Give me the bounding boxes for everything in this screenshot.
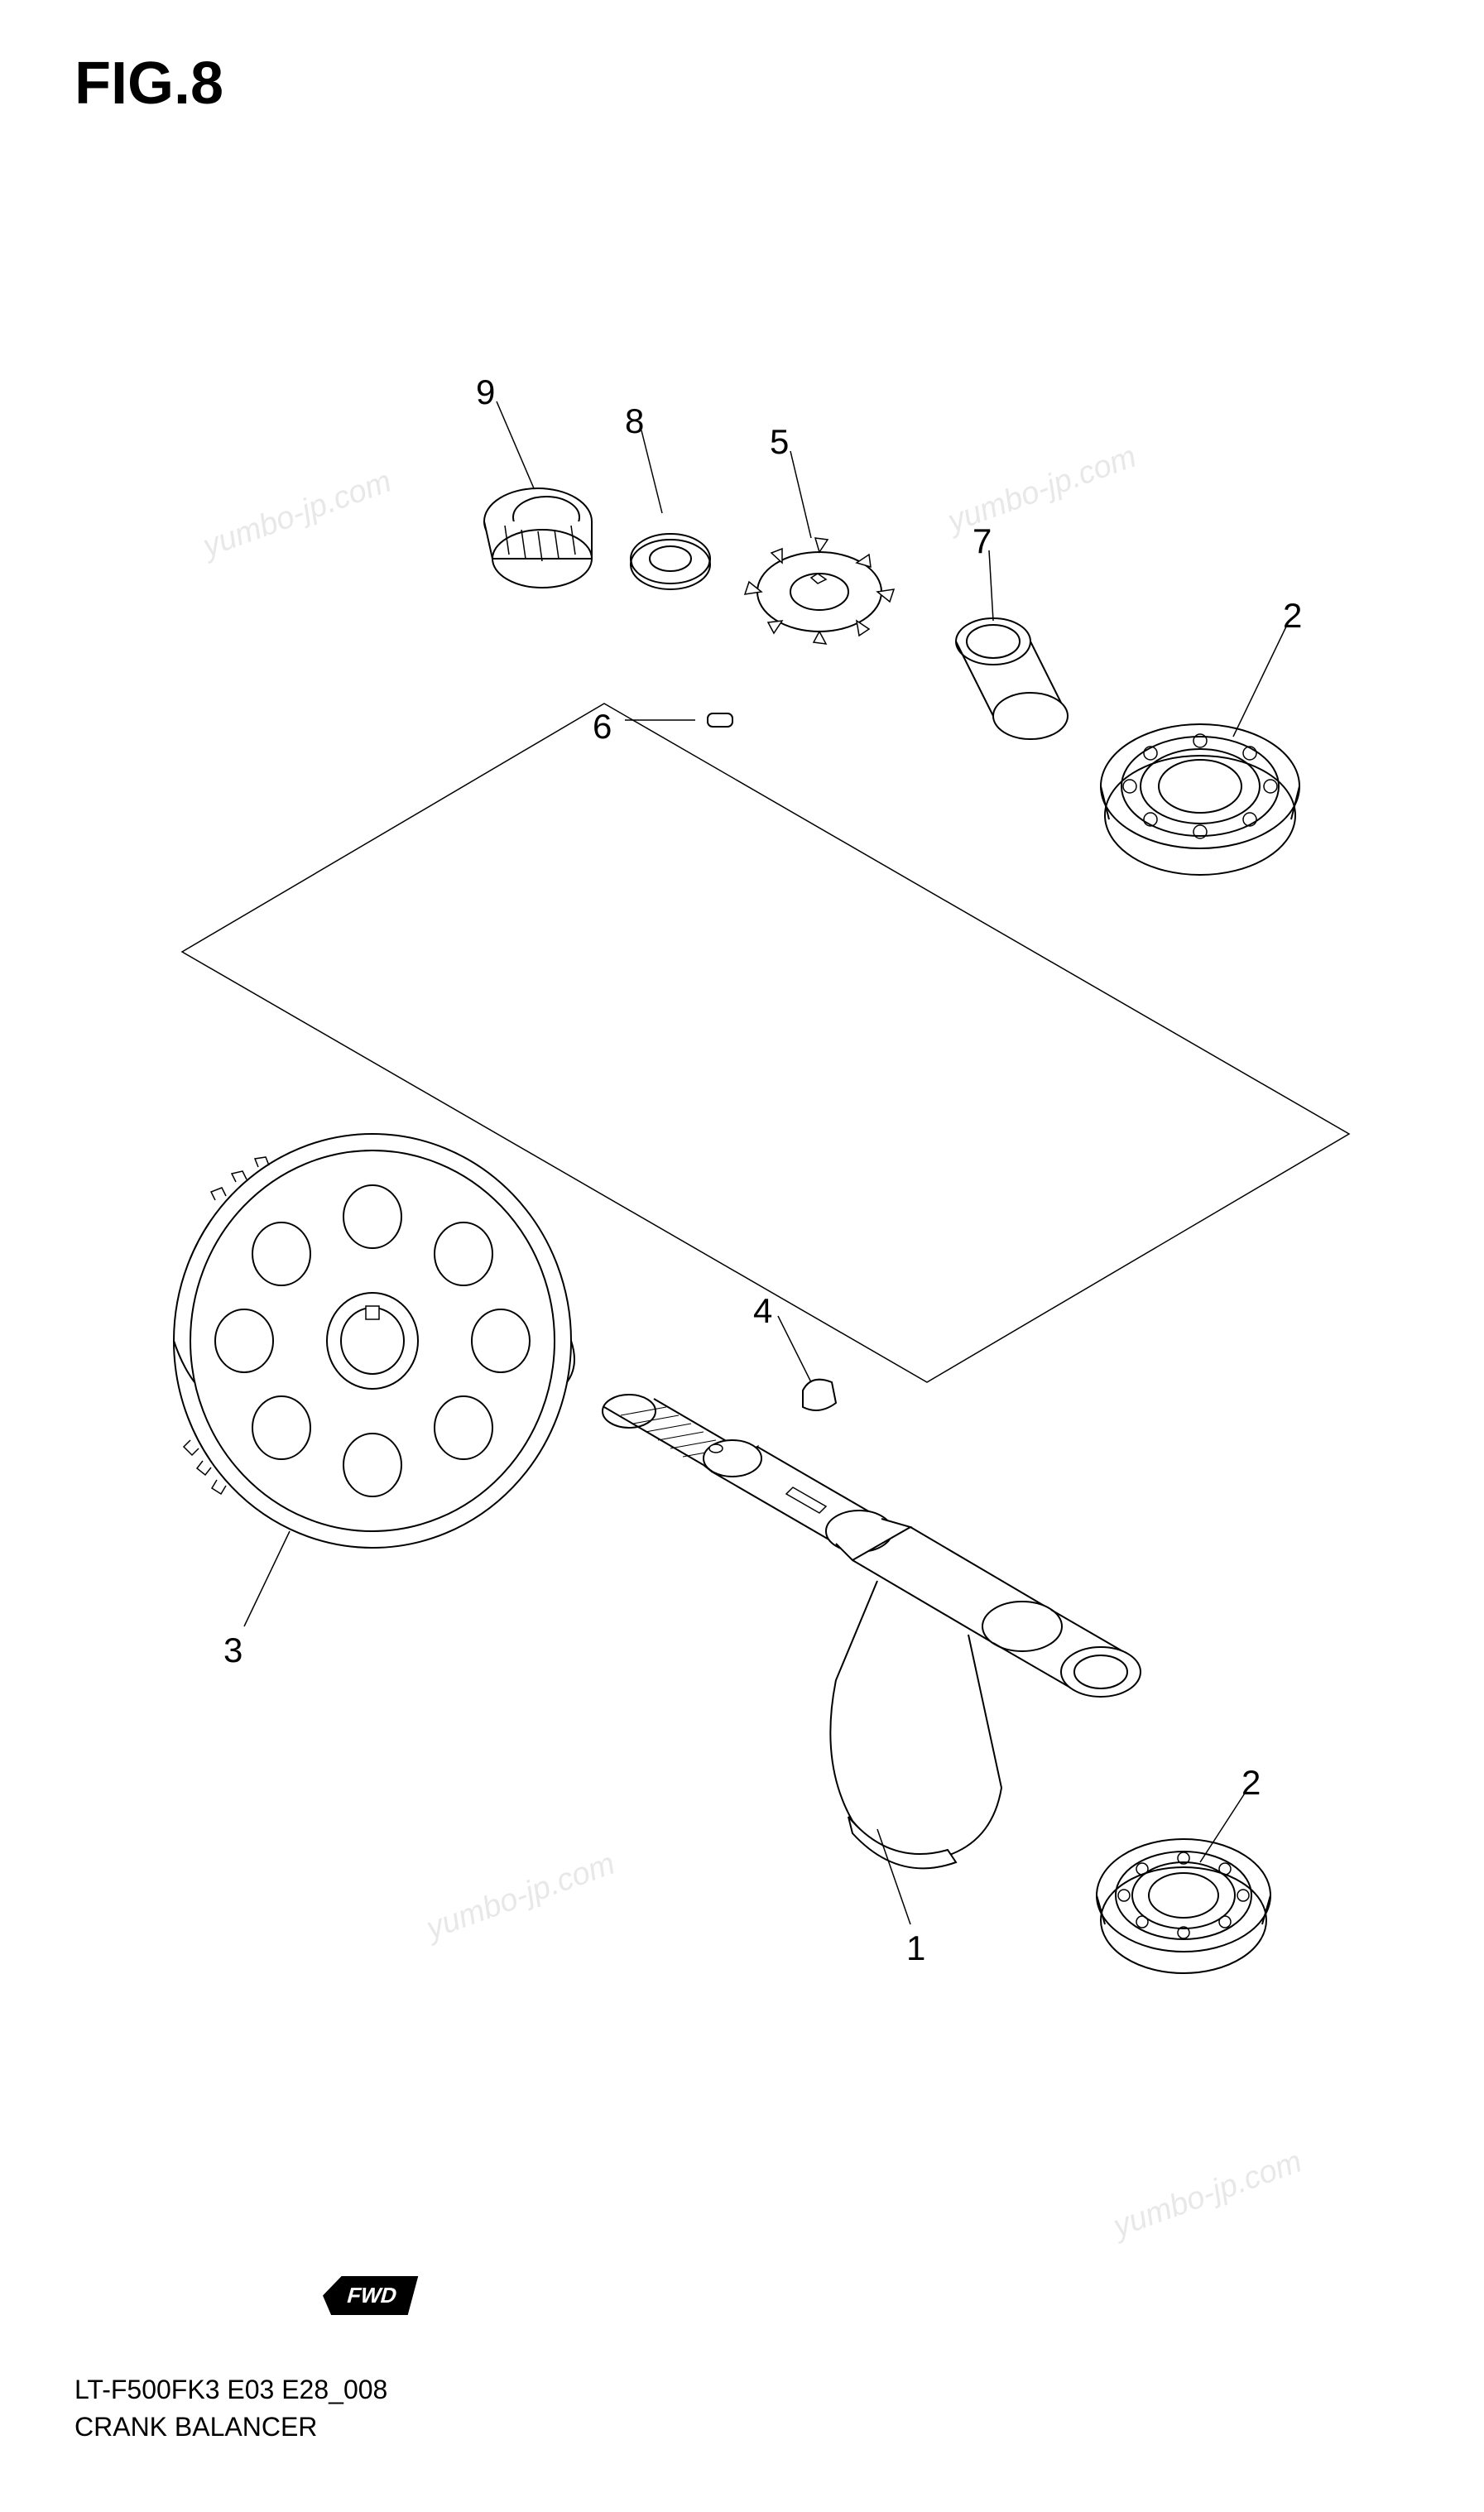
part-nut (484, 488, 592, 588)
part-label-5: 5 (770, 422, 789, 462)
part-driven-gear (174, 1134, 574, 1548)
part-label-4: 4 (753, 1291, 772, 1331)
page-container: FIG.8 yumbo-jp.com yumbo-jp.com yumbo-jp… (0, 0, 1484, 2512)
diagram-area: yumbo-jp.com yumbo-jp.com yumbo-jp.com y… (116, 207, 1357, 2193)
part-label-2-bottom: 2 (1241, 1763, 1261, 1803)
part-label-7: 7 (973, 521, 992, 561)
part-balancer-shaft (603, 1395, 1141, 1868)
part-lock-washer (745, 538, 894, 644)
part-washer (631, 534, 710, 589)
part-key (803, 1380, 836, 1410)
parts-diagram (116, 207, 1357, 2193)
part-label-8: 8 (625, 401, 644, 441)
part-label-9: 9 (476, 372, 495, 412)
part-pin (708, 713, 732, 727)
bottom-label: LT-F500FK3 E03 E28_008 CRANK BALANCER (74, 2371, 387, 2446)
part-bearing-bottom (1097, 1839, 1270, 1973)
figure-title: FIG.8 (74, 50, 223, 118)
part-name: CRANK BALANCER (74, 2409, 387, 2446)
part-spacer (956, 618, 1068, 739)
fwd-direction-badge: FWD (318, 2276, 419, 2315)
model-code: LT-F500FK3 E03 E28_008 (74, 2371, 387, 2409)
part-bearing-top (1101, 724, 1299, 875)
part-label-6: 6 (593, 707, 612, 747)
part-label-3: 3 (223, 1631, 243, 1670)
part-label-1: 1 (906, 1928, 925, 1968)
part-label-2-top: 2 (1283, 596, 1302, 636)
